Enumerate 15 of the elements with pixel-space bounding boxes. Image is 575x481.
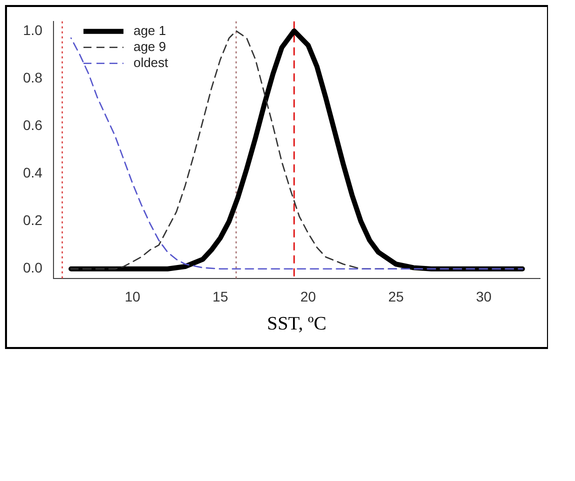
y-tick-label: 1.0 bbox=[22, 22, 43, 38]
y-tick-label: 0.6 bbox=[22, 116, 43, 133]
x-tick-label: 25 bbox=[388, 288, 404, 305]
x-tick-label: 15 bbox=[212, 288, 228, 305]
x-axis-title: SST, ºC bbox=[267, 314, 326, 335]
legend-label: oldest bbox=[133, 54, 169, 70]
y-tick-label: 0.2 bbox=[22, 212, 43, 228]
legend-label: age 1 bbox=[133, 22, 166, 38]
y-tick-label: 0.0 bbox=[22, 260, 43, 276]
x-tick-label: 30 bbox=[476, 288, 492, 305]
y-tick-label: 0.4 bbox=[22, 164, 43, 181]
legend-label: age 9 bbox=[133, 38, 166, 54]
x-tick-label: 20 bbox=[300, 288, 316, 305]
y-tick-label: 0.8 bbox=[22, 69, 43, 86]
x-tick-label: 10 bbox=[124, 288, 140, 305]
